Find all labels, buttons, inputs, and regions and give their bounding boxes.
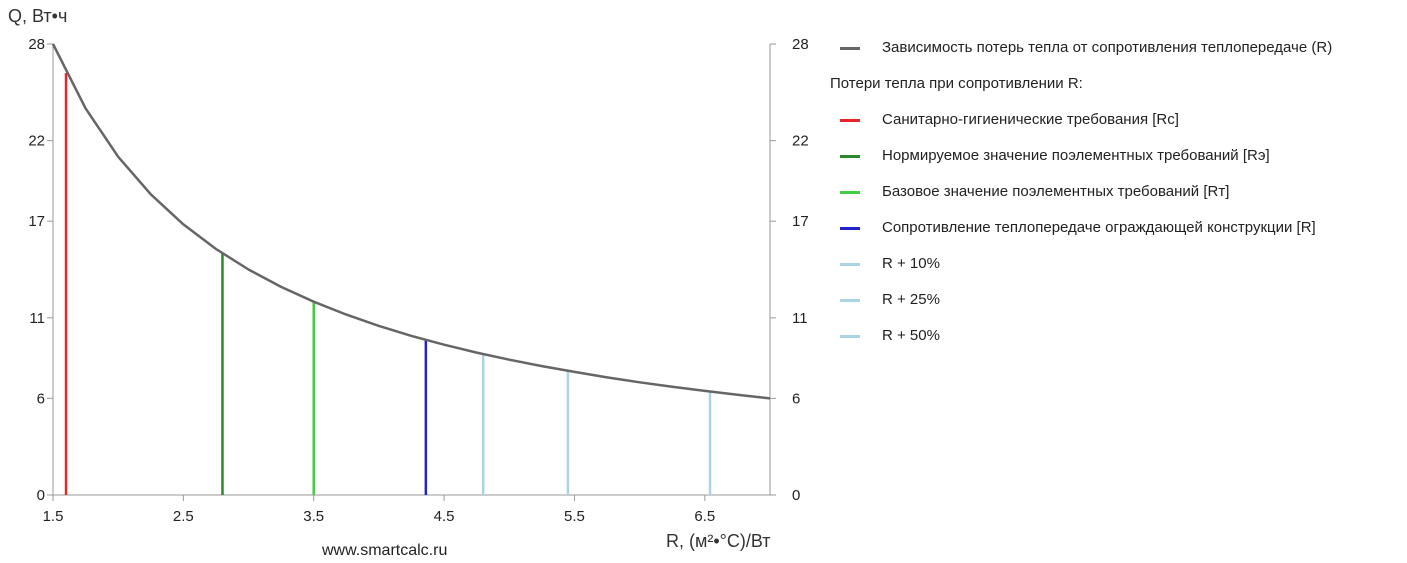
legend-swatch-r50 [840, 335, 860, 338]
y-axis-title: Q, Вт•ч [8, 6, 67, 26]
x-tick-label: 5.5 [564, 508, 585, 525]
legend-item-re[interactable]: Нормируемое значение поэлементных требов… [830, 144, 1400, 168]
y-tick-label-left: 11 [29, 310, 45, 327]
legend-item-r[interactable]: Сопротивление теплопередаче ограждающей … [830, 216, 1400, 240]
legend-swatch-r25 [840, 299, 860, 302]
watermark: www.smartcalc.ru [321, 542, 447, 559]
legend-label-re: Нормируемое значение поэлементных требов… [882, 147, 1270, 164]
legend-label-r: Сопротивление теплопередаче ограждающей … [882, 219, 1316, 236]
y-ticks-right: 0 6 11 17 22 28 [770, 36, 809, 504]
legend-item-rt[interactable]: Базовое значение поэлементных требований… [830, 180, 1400, 204]
y-tick-label-left: 6 [37, 390, 45, 407]
x-axis-title: R, (м²•°С)/Вт [666, 531, 771, 551]
y-tick-label-left: 17 [28, 213, 45, 230]
y-tick-label-left: 28 [28, 36, 45, 53]
legend-label-rc: Санитарно-гигиенические требования [Rc] [882, 111, 1179, 128]
legend: Зависимость потерь тепла от сопротивлени… [830, 36, 1400, 360]
curve-layer [51, 43, 771, 400]
legend-label-curve: Зависимость потерь тепла от сопротивлени… [882, 39, 1333, 56]
y-ticks-left: 0 6 11 17 22 28 [28, 36, 53, 504]
legend-item-rc[interactable]: Санитарно-гигиенические требования [Rc] [830, 108, 1400, 132]
legend-item-r10[interactable]: R + 10% [830, 252, 1400, 276]
legend-swatch-curve [840, 47, 860, 50]
y-tick-label-left: 0 [37, 487, 45, 504]
legend-label-r10: R + 10% [882, 255, 940, 272]
axes [52, 44, 771, 496]
legend-item-curve[interactable]: Зависимость потерь тепла от сопротивлени… [830, 36, 1400, 60]
legend-label-r50: R + 50% [882, 327, 940, 344]
x-tick-label: 6.5 [694, 508, 715, 525]
legend-swatch-r [840, 227, 860, 230]
y-tick-label-right: 6 [792, 390, 800, 407]
y-tick-label-right: 11 [792, 310, 808, 327]
x-tick-label: 4.5 [434, 508, 455, 525]
y-tick-label-right: 0 [792, 487, 800, 504]
legend-heading: Потери тепла при сопротивлении R: [830, 75, 1083, 92]
y-tick-label-right: 22 [792, 133, 809, 150]
y-tick-label-right: 17 [792, 213, 809, 230]
x-ticks: 1.5 2.5 3.5 4.5 5.5 6.5 [43, 495, 715, 525]
x-tick-label: 2.5 [173, 508, 194, 525]
x-tick-label: 3.5 [303, 508, 324, 525]
resistance-markers [64, 72, 712, 495]
heat-loss-curve [51, 43, 771, 400]
legend-swatch-re [840, 155, 860, 158]
legend-swatch-r10 [840, 263, 860, 266]
legend-item-r25[interactable]: R + 25% [830, 288, 1400, 312]
legend-label-r25: R + 25% [882, 291, 940, 308]
y-tick-label-right: 28 [792, 36, 809, 53]
legend-item-r50[interactable]: R + 50% [830, 324, 1400, 348]
legend-swatch-rt [840, 191, 860, 194]
legend-swatch-rc [840, 119, 860, 122]
y-tick-label-left: 22 [28, 133, 45, 150]
legend-label-rt: Базовое значение поэлементных требований… [882, 183, 1230, 200]
x-tick-label: 1.5 [43, 508, 64, 525]
